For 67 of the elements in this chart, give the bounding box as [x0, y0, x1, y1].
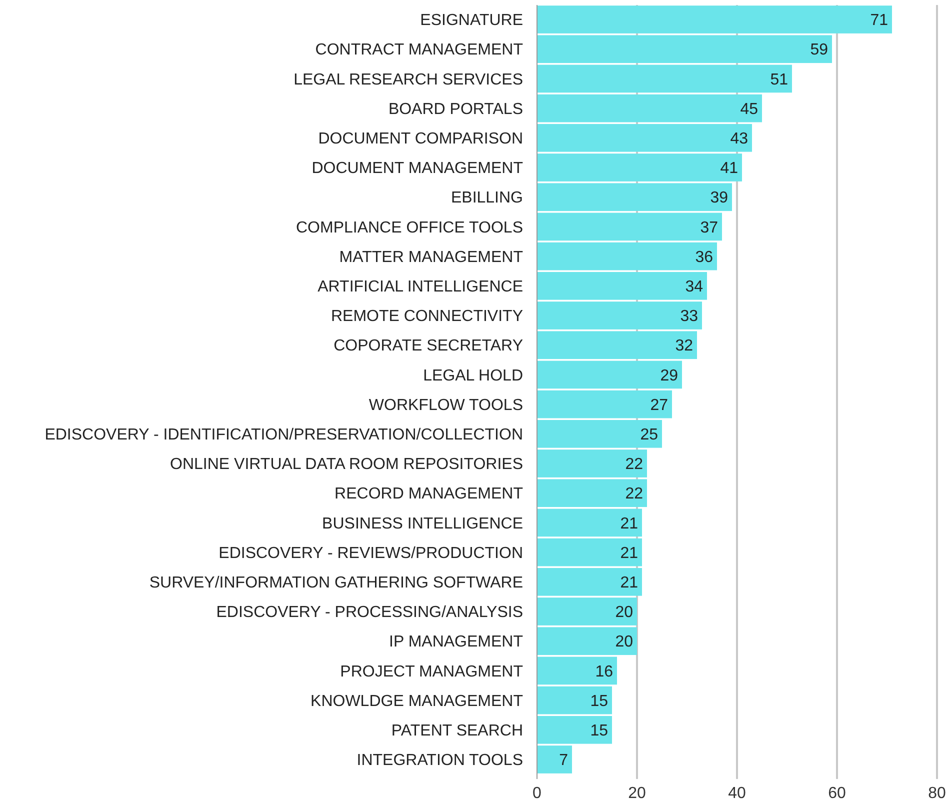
data-label: 33 [680, 308, 698, 326]
data-label: 43 [730, 130, 748, 148]
y-tick-label: DOCUMENT COMPARISON [318, 130, 523, 148]
y-tick-label: COMPLIANCE OFFICE TOOLS [296, 219, 523, 236]
data-label: 7 [559, 752, 568, 770]
y-tick-label: EDISCOVERY - REVIEWS/PRODUCTION [218, 544, 523, 562]
data-label: 20 [615, 634, 634, 651]
y-tick-label: RECORD MANAGEMENT [334, 486, 524, 503]
data-label: 25 [640, 426, 658, 444]
data-label: 15 [590, 722, 608, 740]
y-tick-label: ESIGNATURE [420, 12, 523, 30]
y-tick-label: BOARD PORTALS [388, 100, 523, 118]
y-tick-label: PROJECT MANAGMENT [340, 663, 524, 680]
y-tick-label: REMOTE CONNECTIVITY [330, 308, 524, 326]
y-tick-label: COPORATE SECRETARY [334, 338, 524, 355]
data-label: 59 [810, 42, 828, 59]
y-tick-label: WORKFLOW TOOLS [368, 396, 523, 414]
data-label: 22 [625, 486, 644, 503]
data-label: 39 [710, 190, 728, 207]
data-label: 41 [720, 160, 738, 178]
x-tick-label: 60 [828, 785, 846, 802]
x-tick-label: 20 [628, 785, 646, 802]
data-label: 15 [590, 692, 608, 710]
y-tick-label: EBILLING [450, 190, 523, 207]
bar [537, 64, 792, 93]
y-tick-label: ONLINE VIRTUAL DATA ROOM REPOSITORIES [170, 456, 523, 474]
y-tick-label: INTEGRATION TOOLS [356, 752, 523, 770]
y-tick-label: KNOWLDGE MANAGEMENT [310, 692, 524, 710]
x-tick-label: 80 [928, 785, 946, 802]
bar [537, 360, 682, 389]
y-tick-label: LEGAL HOLD [423, 367, 523, 384]
data-label: 36 [695, 248, 714, 266]
y-tick-label: CONTRACT MANAGEMENT [315, 42, 524, 59]
bar [537, 508, 642, 537]
data-label: 71 [870, 12, 888, 30]
data-label: 34 [685, 278, 704, 296]
data-label: 21 [620, 544, 638, 562]
data-label: 37 [700, 219, 718, 236]
y-tick-label: BUSINESS INTELLIGENCE [322, 515, 523, 532]
bar [537, 686, 612, 714]
y-tick-label: LEGAL RESEARCH SERVICES [294, 71, 523, 88]
y-tick-label: ARTIFICIAL INTELLIGENCE [318, 278, 523, 296]
data-label: 21 [620, 515, 638, 532]
bar [537, 656, 617, 685]
data-label: 20 [615, 604, 634, 622]
data-label: 16 [595, 663, 614, 680]
y-tick-label: PATENT SEARCH [391, 722, 523, 740]
bar [537, 390, 672, 418]
y-tick-label: DOCUMENT MANAGEMENT [312, 160, 524, 178]
y-tick-label: IP MANAGEMENT [389, 634, 524, 651]
data-label: 22 [625, 456, 644, 474]
data-label: 51 [770, 71, 788, 88]
bar [537, 212, 722, 241]
data-label: 27 [650, 396, 668, 414]
y-tick-label: SURVEY/INFORMATION GATHERING SOFTWARE [149, 574, 523, 592]
data-label: 32 [675, 338, 694, 355]
bar [537, 94, 762, 122]
y-tick-label: EDISCOVERY - IDENTIFICATION/PRESERVATION/COLLECTION [44, 426, 523, 444]
data-label: 29 [660, 367, 678, 384]
bar [537, 242, 717, 270]
data-label: 45 [740, 100, 758, 118]
x-tick-label: 40 [728, 785, 746, 802]
x-tick-label: 0 [532, 785, 542, 802]
bar [537, 538, 642, 566]
data-label: 21 [620, 574, 638, 592]
y-tick-label: EDISCOVERY - PROCESSING/ANALYSIS [216, 604, 523, 622]
y-tick-label: MATTER MANAGEMENT [339, 248, 524, 266]
